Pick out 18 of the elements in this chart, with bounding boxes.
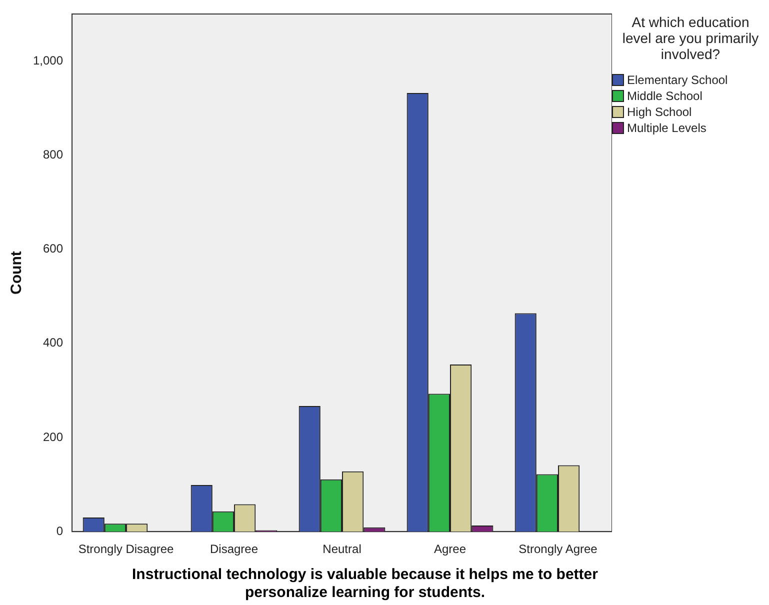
- x-tick-label: Disagree: [210, 542, 258, 556]
- y-tick-label: 1,000: [33, 53, 64, 68]
- x-tick-label: Neutral: [322, 542, 362, 556]
- legend-label: Multiple Levels: [627, 121, 706, 135]
- legend-label: Elementary School: [627, 73, 728, 87]
- y-tick-label: 200: [43, 430, 64, 444]
- x-tick-label: Agree: [434, 542, 466, 556]
- y-tick-label: 0: [56, 524, 64, 538]
- x-tick-label: Strongly Disagree: [78, 542, 174, 556]
- legend-label: Middle School: [627, 89, 702, 103]
- legend-title: At which education level are you primarily involved?: [621, 14, 760, 62]
- y-axis-title: Count: [8, 251, 26, 294]
- legend-label: High School: [627, 105, 692, 119]
- y-tick-label: 800: [43, 147, 64, 162]
- x-axis-title: Instructional technology is valuable because it helps me to better personalize learning for students.: [131, 566, 599, 602]
- y-tick-label: 400: [43, 336, 64, 350]
- x-tick-label: Strongly Agree: [518, 542, 598, 556]
- y-tick-label: 600: [43, 242, 64, 256]
